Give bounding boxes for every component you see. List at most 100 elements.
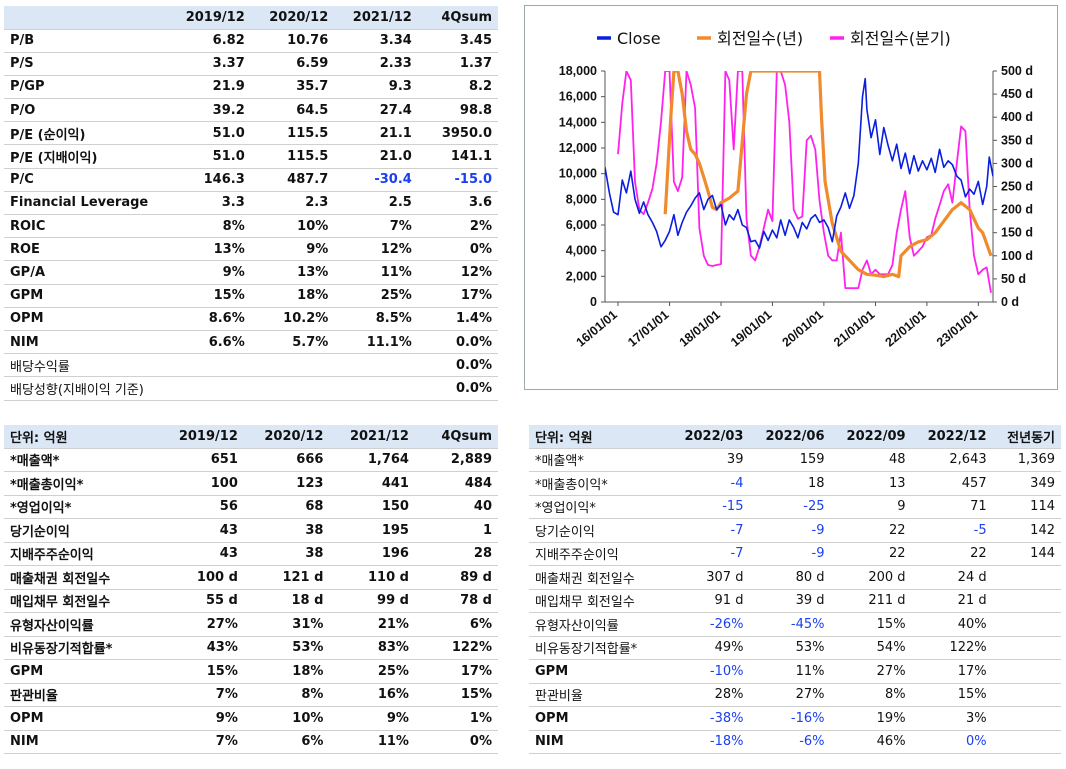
table-row: OPM 9% 10% 9% 1% [4,706,498,731]
table-row: 매입채무 회전일수 55 d 18 d 99 d 78 d [4,589,498,613]
value-cell: 8.6% [167,307,251,331]
value-cell: 64.5 [250,98,335,123]
table-row: 당기순이익 43 38 195 1 [4,518,498,543]
table-row: 배당성향(지배이익 기준) 0.0% [4,376,498,401]
header-label-cell: 단위: 억원 [529,425,669,449]
value-cell: 487.7 [250,168,335,192]
value-cell: -4 [668,471,750,496]
value-cell: 1.4% [417,307,498,331]
y-right-tick-label: 400 d [1001,110,1033,124]
quarterly-header-row: 단위: 억원 2022/03 2022/06 2022/09 2022/12 전년동기 [529,425,1061,449]
table-row: P/O 39.2 64.5 27.4 98.8 [4,98,498,123]
value-cell: 21.0 [334,144,418,169]
value-cell: 2% [417,214,498,239]
value-cell: 110 d [329,565,415,590]
x-tick-label: 20/01/01 [780,308,826,350]
value-cell: 35.7 [250,75,335,100]
table-row: P/E (순이익) 51.0 115.5 21.1 3950.0 [4,121,498,146]
row-label-cell: 배당수익률 [4,353,168,378]
row-label-cell: P/E (지배이익) [4,144,168,169]
value-cell: 27% [158,612,244,637]
value-cell: 1 [414,518,498,543]
row-label-cell: OPM [4,307,168,331]
value-cell: 51.0 [167,144,251,169]
value-cell: 150 [329,495,415,519]
value-cell: 3% [911,706,993,731]
row-label-cell: OPM [4,706,159,731]
x-tick-label: 22/01/01 [883,308,929,350]
value-cell: 43 [158,542,244,566]
value-cell: -5 [911,518,993,543]
table-row: ROIC 8% 10% 7% 2% [4,214,498,239]
value-cell: 91 d [668,589,750,613]
value-cell: 22 [830,518,912,543]
value-cell: 15% [830,612,912,637]
value-cell: 146.3 [167,168,251,192]
value-cell: 27% [749,683,831,707]
header-period-cell: 2022/06 [749,425,831,449]
annual-financials-table: 단위: 억원 2019/12 2020/12 2021/12 4Qsum *매출액* 65… [4,425,498,754]
value-cell [992,612,1061,637]
value-cell: 22 [830,542,912,566]
value-cell: 48 [830,448,912,472]
y-left-tick-label: 2,000 [566,269,597,283]
value-cell: 24 d [911,565,993,590]
value-cell: -9 [749,542,831,566]
value-cell: 28% [668,683,750,707]
table-row: 비유동장기적합률* 43% 53% 83% 122% [4,636,498,660]
row-label-cell: GPM [529,659,669,684]
value-cell: -15.0 [417,168,498,192]
row-label-cell: P/C [4,168,168,192]
value-cell: 9% [167,260,251,285]
table-row: 당기순이익 -7 -9 22 -5 142 [529,518,1061,543]
value-cell: 2.33 [334,52,418,76]
value-cell: 211 d [830,589,912,613]
value-cell [167,376,251,401]
y-left-tick-label: 14,000 [559,115,597,129]
value-cell: 15% [911,683,993,707]
value-cell: 441 [329,471,415,496]
x-tick-label: 17/01/01 [625,308,671,350]
header-label-cell: 단위: 억원 [4,425,159,449]
value-cell: 3950.0 [417,121,498,146]
value-cell: 141.1 [417,144,498,169]
value-cell: 6.6% [167,330,251,355]
value-cell: 3.3 [167,191,251,216]
value-cell: -30.4 [334,168,418,192]
row-label-cell: 비유동장기적합률* [529,636,669,660]
value-cell: 123 [243,471,330,496]
value-cell: 21.1 [334,121,418,146]
value-cell: 457 [911,471,993,496]
value-cell: 2.5 [334,191,418,216]
series-line-0 [605,77,993,249]
header-period-cell: 2021/12 [334,6,418,30]
row-label-cell: NIM [4,730,159,754]
table-row: Financial Leverage 3.3 2.3 2.5 3.6 [4,191,498,216]
table-row: GPM 15% 18% 25% 17% [4,284,498,308]
row-label-cell: *매출액* [4,448,159,472]
value-cell: 39 [668,448,750,472]
value-cell: 80 d [749,565,831,590]
header-period-cell: 2020/12 [250,6,335,30]
table-row: 지배주주순이익 43 38 196 28 [4,542,498,566]
row-label-cell: *영업이익* [529,495,669,519]
value-cell: 9 [830,495,912,519]
table-row: OPM -38% -16% 19% 3% [529,706,1061,731]
y-right-tick-label: 50 d [1001,272,1026,286]
table-row: *매출총이익* 100 123 441 484 [4,471,498,496]
value-cell: 100 d [158,565,244,590]
x-tick-label: 16/01/01 [574,308,620,350]
table-row: P/GP 21.9 35.7 9.3 8.2 [4,75,498,100]
row-label-cell: GPM [4,284,168,308]
value-cell: 28 [414,542,498,566]
value-cell [334,376,418,401]
value-cell: 43 [158,518,244,543]
value-cell: 71 [911,495,993,519]
value-cell: 78 d [414,589,498,613]
value-cell: -10% [668,659,750,684]
quarterly-body: *매출액* 39 159 48 2,643 1,369 *매출총이익* -4 18 13 457 34… [529,448,1061,754]
value-cell: 8% [830,683,912,707]
value-cell: 21 d [911,589,993,613]
value-cell: 114 [992,495,1061,519]
table-row: NIM 6.6% 5.7% 11.1% 0.0% [4,330,498,355]
